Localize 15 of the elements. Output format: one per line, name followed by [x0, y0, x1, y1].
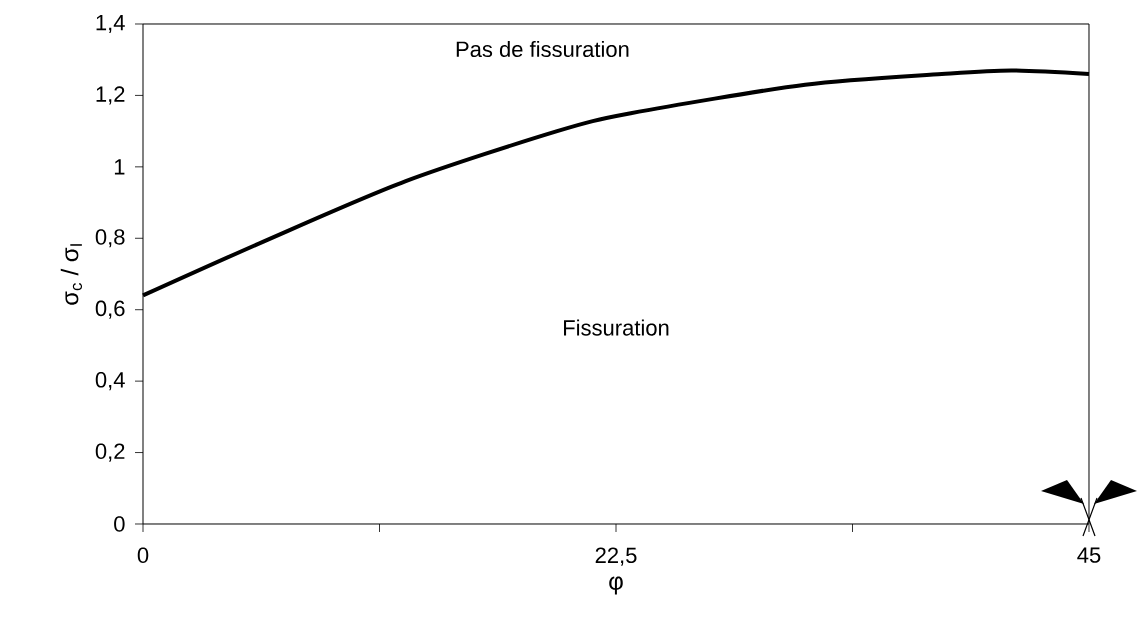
- y-tick-label: 1: [114, 159, 125, 175]
- annotation: Fissuration: [564, 319, 669, 336]
- y-tick-label: 0,2: [95, 443, 125, 462]
- x-tick-label: 45: [1077, 547, 1101, 563]
- y-tick-label: 0,4: [95, 372, 125, 391]
- annotation: Pas de fissuration: [456, 40, 629, 58]
- x-tick-label: 22,5: [595, 547, 637, 566]
- y-tick-label: 1,2: [96, 86, 125, 105]
- y-axis-title: σ$_{c}$ / σ$_{I}$: [60, 244, 83, 305]
- y-tick-label: 0,6: [95, 300, 125, 319]
- y-tick-label: 1,4: [96, 15, 125, 33]
- y-tick-label: 0: [114, 516, 125, 532]
- x-axis-title: φ: [609, 576, 623, 595]
- y-tick-label: 0,8: [95, 229, 125, 248]
- x-tick-label: 0: [137, 547, 149, 564]
